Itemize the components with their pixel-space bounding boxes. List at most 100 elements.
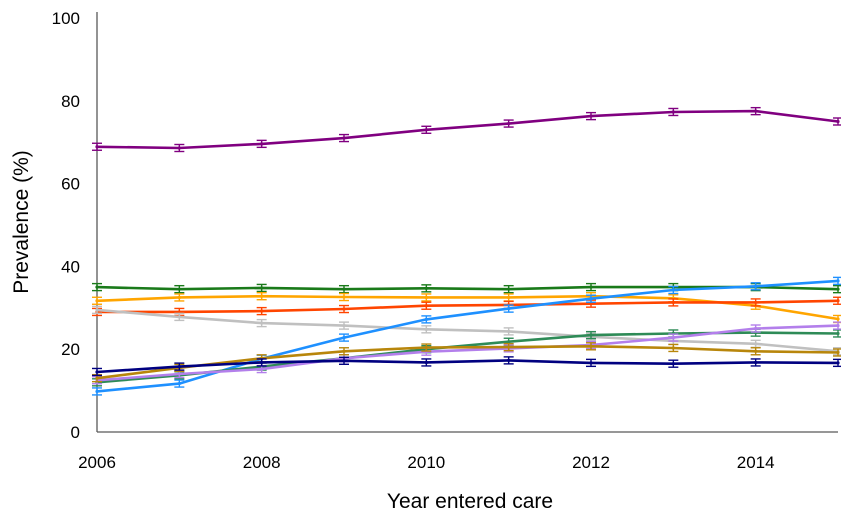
data-point [507, 345, 511, 349]
data-point [260, 360, 264, 365]
data-point [95, 308, 99, 312]
data-point [836, 299, 840, 303]
data-point [507, 287, 511, 291]
x-tick-label: 2010 [407, 453, 445, 472]
data-point [342, 324, 346, 328]
x-tick-label: 2012 [572, 453, 610, 472]
y-tick-label: 0 [71, 423, 80, 442]
data-point [507, 358, 511, 362]
data-point [671, 288, 675, 292]
data-point [589, 285, 593, 289]
x-tick-labels: 2006 2008 2010 2012 2014 [78, 453, 774, 472]
data-point [589, 297, 593, 301]
y-tick-labels: 0 20 40 60 80 100 [52, 9, 80, 442]
data-point [424, 286, 428, 290]
axes [96, 12, 838, 433]
series-line [97, 299, 839, 314]
data-point [754, 349, 758, 353]
data-point [836, 317, 840, 321]
data-point [260, 142, 264, 146]
y-tick-label: 60 [61, 175, 80, 194]
x-axis-title: Year entered care [387, 490, 553, 513]
series-6 [92, 276, 841, 396]
data-point [177, 315, 181, 319]
data-point [507, 329, 511, 333]
y-tick-label: 80 [61, 92, 80, 111]
data-point [177, 372, 181, 376]
series-10 [92, 356, 841, 377]
data-point [424, 327, 428, 331]
data-point [836, 279, 840, 283]
data-point [836, 350, 840, 355]
data-point [95, 376, 99, 380]
series-line [96, 109, 839, 150]
data-point [754, 300, 758, 305]
data-point [754, 342, 758, 346]
data-point [671, 336, 675, 340]
data-point [507, 295, 511, 300]
data-point [177, 381, 181, 386]
data-point [342, 136, 346, 140]
x-tick-label: 2008 [243, 453, 281, 472]
data-point [424, 304, 428, 308]
series-line [96, 308, 839, 353]
data-point [507, 121, 511, 126]
data-point [589, 333, 593, 337]
data-point [177, 295, 181, 300]
data-point [589, 344, 593, 348]
data-point [177, 287, 181, 291]
data-point [260, 294, 264, 298]
data-point [671, 362, 675, 366]
data-point [342, 295, 346, 299]
y-axis-title: Prevalence (%) [10, 150, 33, 294]
x-tick-label: 2006 [78, 453, 116, 472]
data-point [671, 300, 675, 305]
data-point [95, 285, 99, 289]
data-point [342, 349, 346, 353]
data-point [671, 110, 675, 114]
series-line [96, 324, 839, 382]
series-4 [92, 296, 841, 317]
data-point [177, 364, 181, 369]
data-point [424, 317, 428, 321]
series-layer [92, 106, 841, 396]
data-point [177, 146, 181, 150]
data-point [260, 309, 264, 313]
data-point [671, 346, 675, 350]
data-point [754, 284, 758, 288]
data-point [260, 321, 264, 325]
data-point [95, 299, 99, 303]
x-tick-label: 2014 [737, 453, 775, 472]
data-point [342, 359, 346, 363]
data-point [754, 360, 758, 365]
data-point [424, 345, 428, 350]
data-point [95, 145, 99, 149]
series-1 [92, 106, 841, 153]
data-point [260, 367, 264, 371]
data-point [836, 287, 840, 291]
series-line [96, 344, 839, 380]
data-point [424, 360, 428, 365]
data-point [507, 307, 511, 311]
data-point [836, 324, 840, 328]
data-point [424, 295, 428, 300]
data-point [836, 361, 840, 365]
y-tick-label: 100 [52, 9, 80, 28]
data-point [342, 336, 346, 340]
data-point [836, 119, 840, 124]
data-point [424, 128, 428, 132]
data-point [342, 307, 346, 311]
data-point [342, 287, 346, 291]
series-line [96, 294, 839, 321]
data-point [754, 326, 758, 331]
data-point [589, 361, 593, 365]
data-point [754, 109, 758, 113]
data-point [95, 389, 99, 394]
data-point [589, 114, 593, 118]
y-tick-label: 40 [61, 257, 80, 276]
y-tick-label: 20 [61, 340, 80, 359]
data-point [260, 286, 264, 290]
data-point [95, 370, 99, 374]
data-point [507, 340, 511, 344]
